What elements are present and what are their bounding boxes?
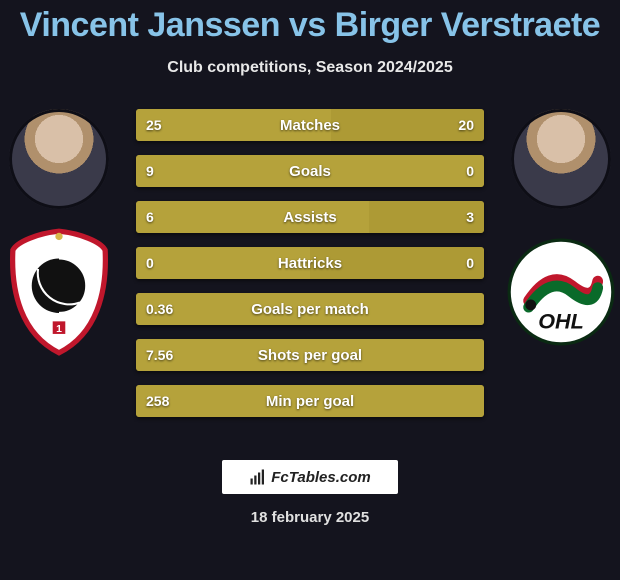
subtitle: Club competitions, Season 2024/2025	[0, 59, 620, 77]
brand-badge: FcTables.com	[222, 460, 398, 494]
stat-fill-left	[136, 247, 310, 279]
stat-fill-right	[331, 109, 484, 141]
stat-fill-right	[310, 247, 484, 279]
page-title: Vincent Janssen vs Birger Verstraete	[0, 0, 620, 45]
stat-fill-left	[136, 293, 484, 325]
stat-row: 90Goals	[136, 155, 484, 187]
stat-fill-left	[136, 201, 369, 233]
stat-row: 0.36Goals per match	[136, 293, 484, 325]
stat-bars: 2520Matches 90Goals 63Assists 00Hattricks 0.…	[136, 109, 484, 417]
stat-row: 258Min per goal	[136, 385, 484, 417]
stat-fill-left	[136, 109, 331, 141]
svg-text:OHL: OHL	[538, 309, 584, 334]
chart-icon	[249, 468, 267, 486]
stat-row: 00Hattricks	[136, 247, 484, 279]
player-photo-right	[511, 109, 611, 209]
club-badge-left: 1	[5, 227, 113, 357]
stat-row: 2520Matches	[136, 109, 484, 141]
footer-date: 18 february 2025	[0, 509, 620, 526]
comparison-area: 1 OHL 2520Matches 90Goals 63Assists 00Hattr…	[0, 109, 620, 429]
club-badge-right: OHL	[507, 227, 615, 357]
left-column: 1	[4, 109, 114, 357]
stat-row: 7.56Shots per goal	[136, 339, 484, 371]
svg-text:1: 1	[56, 324, 62, 335]
stat-fill-left	[136, 155, 484, 187]
player-photo-left	[9, 109, 109, 209]
right-column: OHL	[506, 109, 616, 357]
stat-fill-right	[369, 201, 484, 233]
stat-row: 63Assists	[136, 201, 484, 233]
brand-text: FcTables.com	[271, 469, 370, 486]
stat-fill-left	[136, 339, 484, 371]
stat-fill-left	[136, 385, 484, 417]
